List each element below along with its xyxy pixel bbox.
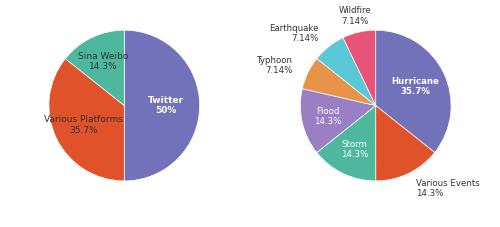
- Wedge shape: [376, 30, 451, 153]
- Text: Various Platforms
35.7%: Various Platforms 35.7%: [44, 116, 123, 135]
- Text: Various Events
14.3%: Various Events 14.3%: [416, 179, 480, 198]
- Text: Typhoon
7.14%: Typhoon 7.14%: [257, 56, 293, 75]
- Text: Flood
14.3%: Flood 14.3%: [314, 107, 342, 126]
- Text: Earthquake
7.14%: Earthquake 7.14%: [269, 24, 318, 43]
- Wedge shape: [343, 30, 376, 106]
- Text: Storm
14.3%: Storm 14.3%: [341, 140, 368, 159]
- Text: Twitter
50%: Twitter 50%: [148, 96, 184, 115]
- Wedge shape: [49, 59, 124, 181]
- Wedge shape: [66, 30, 124, 106]
- Text: Wildfire
7.14%: Wildfire 7.14%: [339, 6, 372, 26]
- Wedge shape: [317, 106, 376, 181]
- Text: Hurricane
35.7%: Hurricane 35.7%: [391, 77, 439, 96]
- Wedge shape: [124, 30, 200, 181]
- Wedge shape: [376, 106, 434, 181]
- Wedge shape: [300, 89, 376, 153]
- Wedge shape: [302, 59, 376, 106]
- Text: Sina Weibo
14.3%: Sina Weibo 14.3%: [78, 52, 128, 71]
- Wedge shape: [317, 38, 376, 106]
